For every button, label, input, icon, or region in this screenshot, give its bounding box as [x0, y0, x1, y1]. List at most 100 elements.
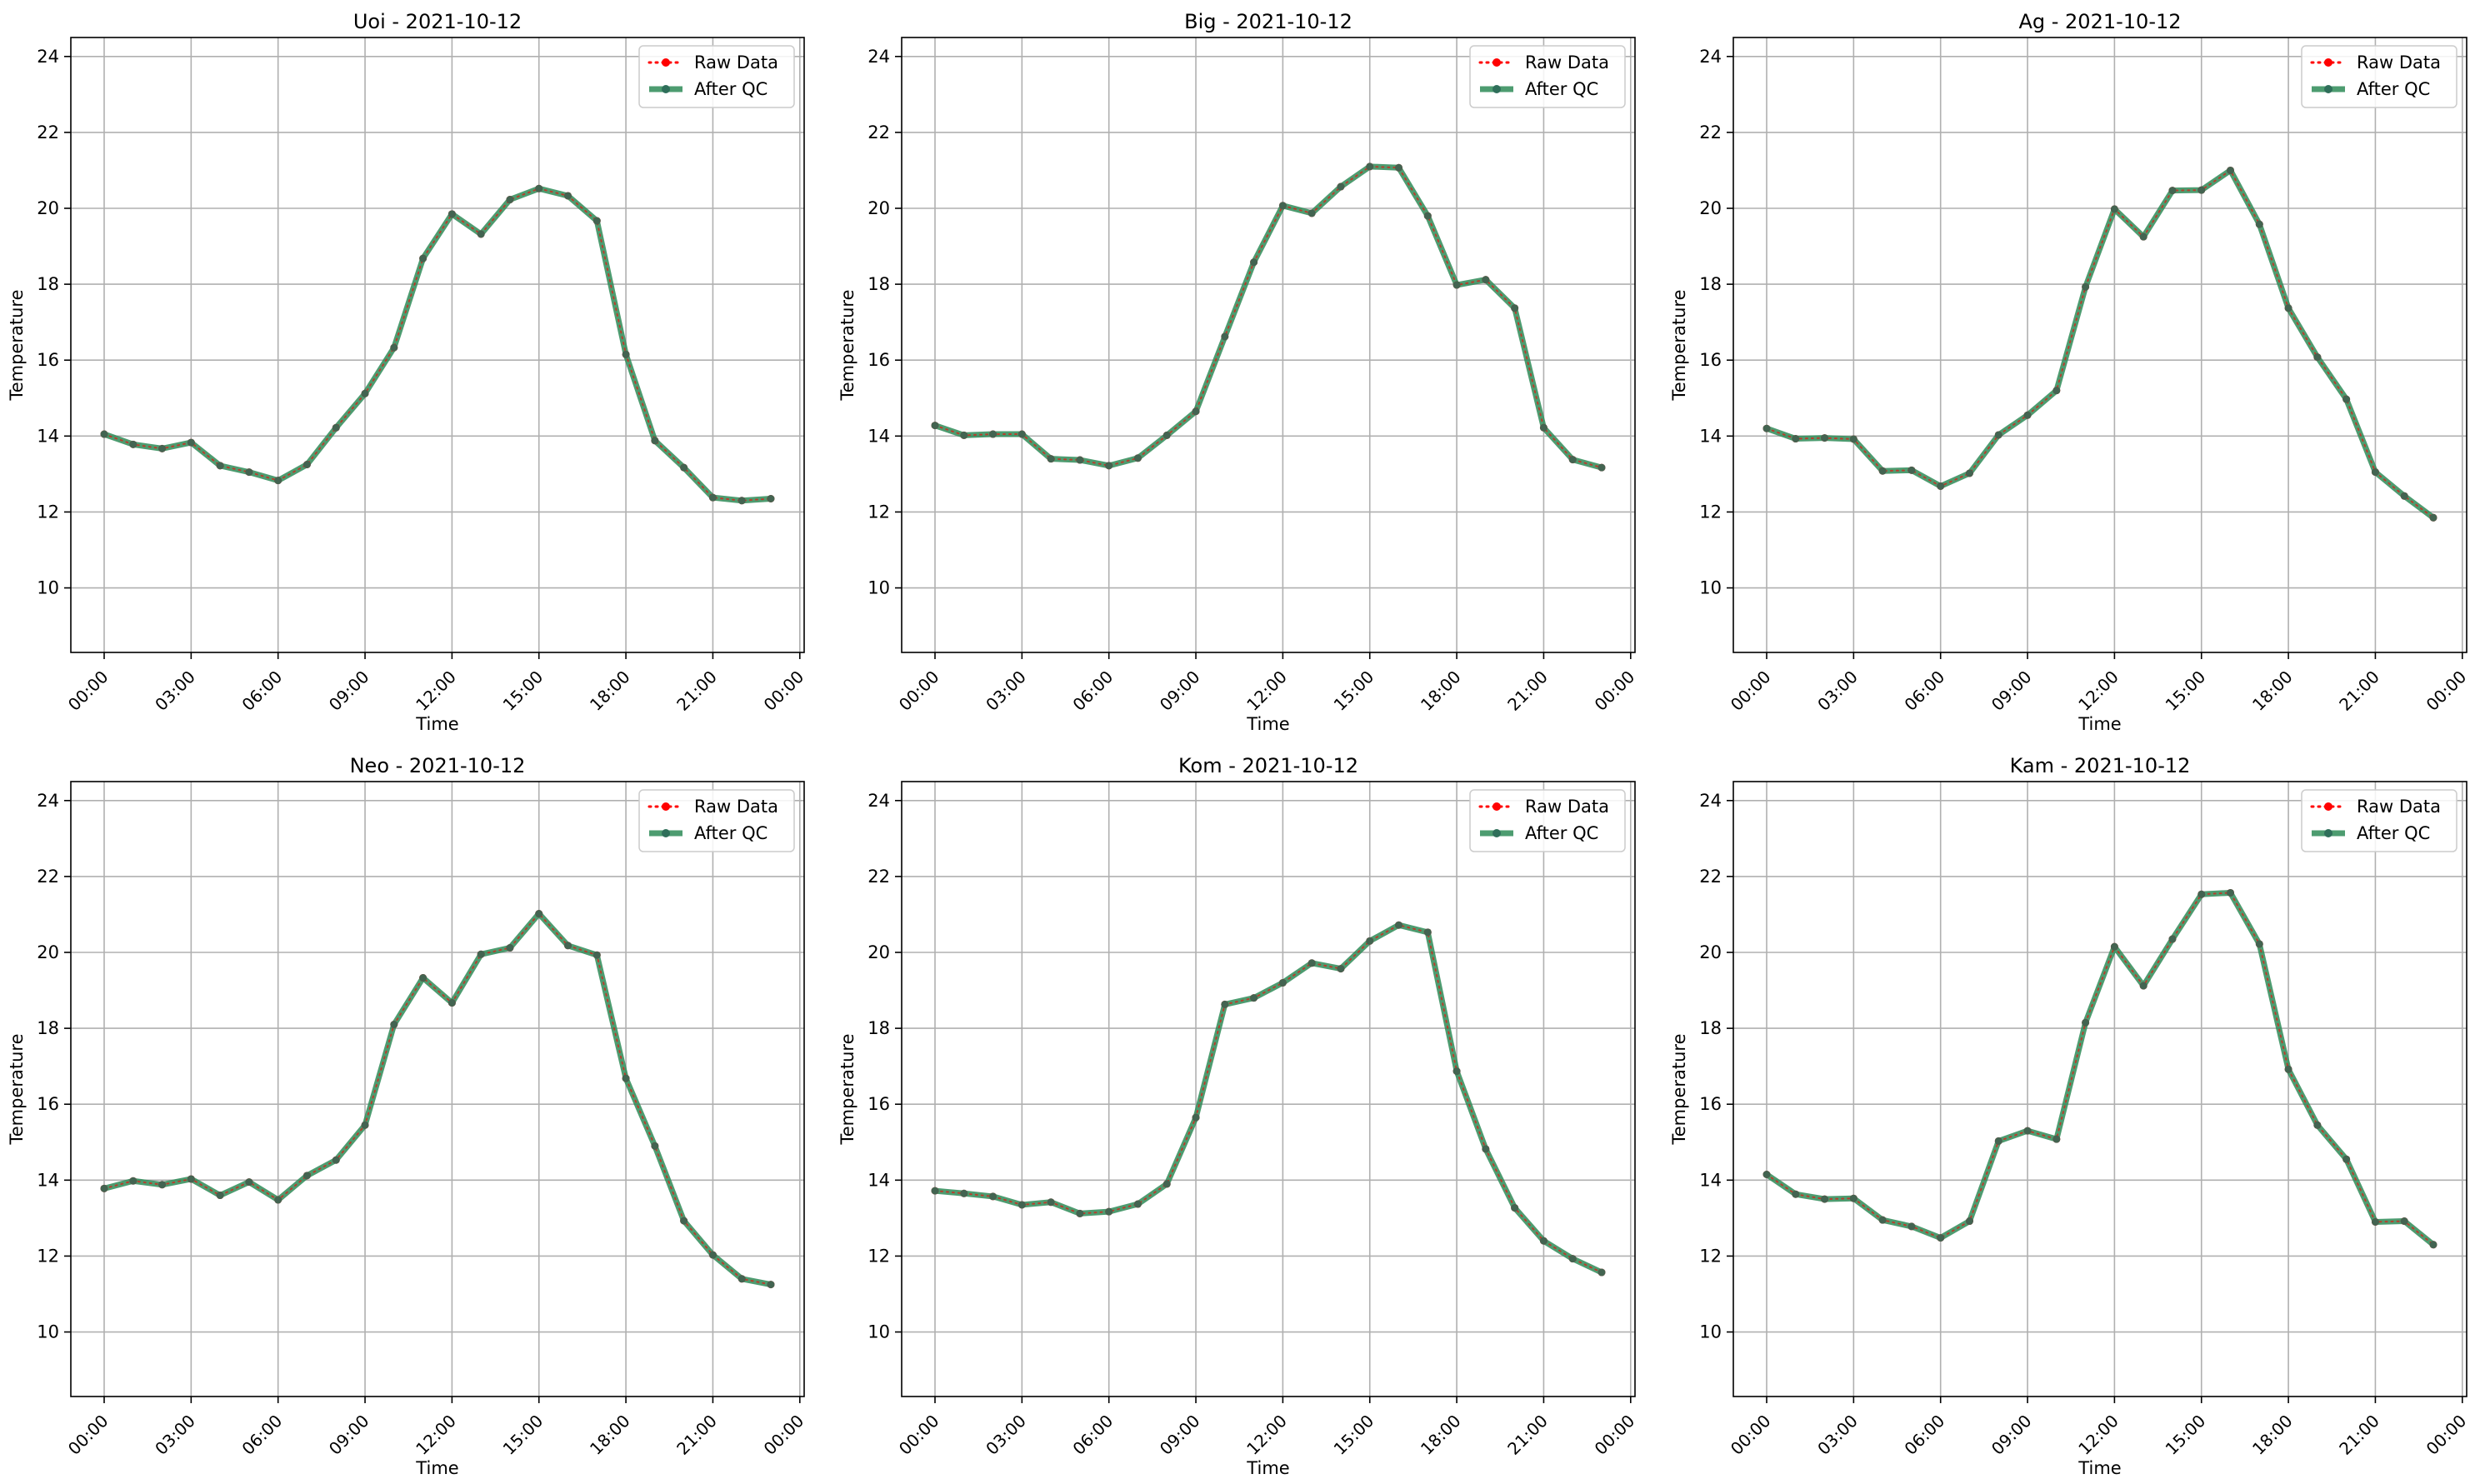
- legend-label-raw: Raw Data: [2357, 797, 2441, 817]
- legend-marker-raw: [1492, 58, 1501, 67]
- after-qc-point: [1539, 1237, 1548, 1245]
- legend: Raw Data After QC: [638, 45, 795, 108]
- after-qc-point: [989, 430, 998, 438]
- after-qc-point: [738, 1275, 746, 1283]
- plot-frame: [70, 37, 805, 653]
- after-qc-point: [274, 1196, 282, 1204]
- after-qc-point: [2255, 940, 2263, 948]
- x-tick-label: 15:00: [2162, 667, 2210, 715]
- legend-marker-qc: [662, 85, 670, 93]
- after-qc-point: [2139, 232, 2148, 241]
- after-qc-point: [1762, 1171, 1771, 1178]
- after-qc-point: [1762, 424, 1771, 432]
- after-qc-point: [622, 350, 630, 358]
- after-qc-point: [302, 461, 311, 468]
- chart-title: Uoi - 2021-10-12: [353, 10, 522, 33]
- after-qc-point: [1278, 978, 1287, 987]
- x-tick-label: 06:00: [1069, 667, 1118, 715]
- y-tick-label: 20: [868, 198, 890, 218]
- subplot-1: Big - 2021-10-12 00:00 03:00 06:00 09:00 12:0…: [838, 10, 1638, 734]
- y-tick-label: 14: [37, 426, 59, 446]
- after-qc-point: [506, 944, 514, 952]
- y-tick-label: 24: [1699, 47, 1722, 67]
- after-qc-point: [1047, 1198, 1055, 1207]
- series-line-raw-data: [103, 187, 772, 502]
- x-tick-label: 00:00: [895, 667, 943, 715]
- x-tick-label: 15:00: [499, 667, 548, 715]
- after-qc-point: [1162, 431, 1171, 439]
- series-line-raw-data: [1766, 168, 2434, 519]
- y-tick-label: 24: [1699, 791, 1722, 811]
- x-tick-label: 18:00: [586, 667, 634, 715]
- legend-marker-qc: [662, 829, 670, 837]
- legend-marker-qc: [2324, 85, 2332, 93]
- subplot-4: Kom - 2021-10-12 00:00 03:00 06:00 09:00 12:0…: [838, 754, 1638, 1478]
- x-tick-label: 00:00: [1591, 667, 1639, 715]
- after-qc-point: [1018, 1201, 1026, 1209]
- after-qc-point: [2023, 411, 2032, 419]
- after-qc-point: [245, 468, 253, 477]
- x-tick-label: 21:00: [672, 1411, 721, 1459]
- x-tick-label: 15:00: [1330, 667, 1378, 715]
- series-line-after-qc: [932, 922, 1605, 1276]
- y-tick-label: 18: [37, 274, 59, 294]
- after-qc-point: [2023, 1127, 2032, 1135]
- series-line-raw-data: [1766, 892, 2434, 1246]
- after-qc-point: [2429, 1241, 2438, 1249]
- x-tick-label: 12:00: [1242, 1411, 1291, 1459]
- plot-frame: [1732, 781, 2468, 1397]
- subplot-3: Neo - 2021-10-12 00:00 03:00 06:00 09:00 12:0…: [7, 754, 808, 1478]
- legend-label-raw: Raw Data: [1525, 52, 1609, 72]
- after-qc-point: [708, 1251, 717, 1259]
- x-tick-label: 21:00: [2335, 667, 2383, 715]
- after-qc-point: [2168, 935, 2177, 943]
- x-axis-label: Time: [2078, 1458, 2121, 1478]
- after-qc-point: [564, 192, 572, 200]
- y-tick-label: 16: [37, 1094, 59, 1114]
- after-qc-point: [1994, 1137, 2002, 1145]
- after-qc-point: [2400, 492, 2408, 500]
- after-qc-point: [1878, 1216, 1887, 1224]
- after-qc-point: [2139, 982, 2148, 990]
- after-qc-point: [419, 254, 428, 262]
- after-qc-point: [767, 495, 775, 502]
- after-qc-point: [592, 217, 601, 225]
- after-qc-point: [1337, 182, 1345, 191]
- plot-frame: [901, 781, 1636, 1397]
- after-qc-point: [535, 184, 543, 192]
- x-tick-label: 18:00: [1417, 1411, 1465, 1459]
- x-tick-label: 03:00: [1813, 667, 1862, 715]
- after-qc-point: [1965, 1217, 1973, 1226]
- y-tick-label: 14: [868, 1170, 890, 1190]
- y-tick-label: 20: [868, 942, 890, 962]
- y-tick-label: 24: [868, 47, 890, 67]
- after-qc-point: [2227, 888, 2235, 897]
- series-line-raw-data: [103, 912, 772, 1286]
- x-tick-label: 21:00: [1503, 1411, 1552, 1459]
- y-tick-label: 22: [1699, 867, 1722, 887]
- y-axis-label: Temperature: [1669, 289, 1689, 401]
- after-qc-point: [448, 999, 456, 1007]
- after-qc-point: [1337, 965, 1345, 973]
- after-qc-point: [1221, 1000, 1229, 1008]
- after-qc-point: [1076, 1209, 1084, 1217]
- after-qc-point: [1076, 456, 1084, 464]
- after-qc-point: [477, 950, 485, 958]
- after-qc-point: [1937, 1234, 1945, 1242]
- after-qc-point: [2168, 187, 2177, 195]
- legend: Raw Data After QC: [1469, 789, 1626, 852]
- subplot-5: Kam - 2021-10-12 00:00 03:00 06:00 09:00 12:0…: [1669, 754, 2470, 1478]
- after-qc-point: [708, 493, 717, 502]
- x-tick-label: 06:00: [238, 1411, 287, 1459]
- x-tick-label: 15:00: [2162, 1411, 2210, 1459]
- after-qc-point: [2342, 395, 2351, 403]
- legend: Raw Data After QC: [638, 789, 795, 852]
- after-qc-point: [1908, 466, 1916, 474]
- y-tick-label: 16: [868, 1094, 890, 1114]
- y-tick-label: 18: [868, 1018, 890, 1038]
- after-qc-point: [2082, 282, 2090, 291]
- legend-label-qc: After QC: [1525, 79, 1598, 99]
- y-tick-label: 20: [1699, 942, 1722, 962]
- x-tick-label: 15:00: [499, 1411, 548, 1459]
- after-qc-point: [1849, 435, 1858, 443]
